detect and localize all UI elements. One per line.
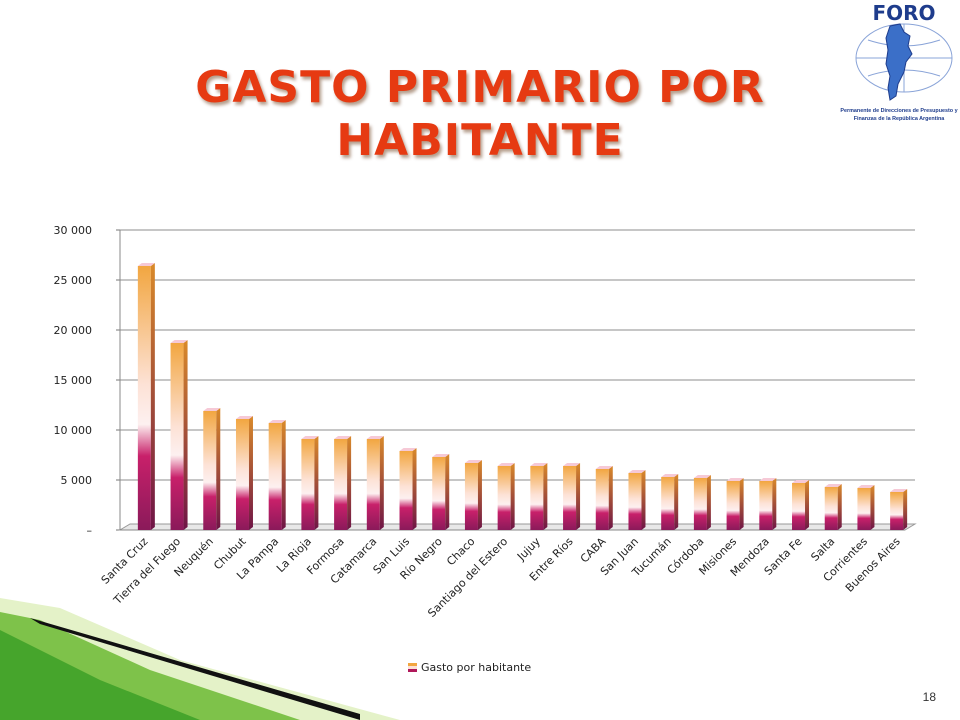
bar: [268, 420, 286, 530]
x-tick-label: Jujuy: [514, 535, 543, 564]
bar: [334, 436, 352, 530]
foro-logo: FORO Permanente de Direcciones de Presup…: [840, 1, 957, 122]
title-line-1: GASTO PRIMARIO POR: [195, 62, 765, 113]
bar: [759, 478, 777, 530]
bar: [137, 263, 155, 530]
y-tick-label: 25 000: [54, 274, 93, 287]
bar: [432, 454, 450, 530]
y-tick-labels: – 5 000 10 000 15 000 20 000 25 000 30 000: [54, 224, 93, 537]
x-tick-label: Salta: [808, 535, 837, 564]
bar: [595, 466, 613, 530]
logo-caption-2: Finanzas de la República Argentina: [854, 116, 946, 122]
axes: [116, 229, 917, 531]
title-line-2: HABITANTE: [336, 114, 624, 166]
bar: [235, 416, 253, 530]
y-tick-label: 20 000: [54, 324, 93, 337]
bar: [693, 475, 711, 530]
y-tick-label: 5 000: [61, 474, 93, 487]
corner-decoration: [0, 598, 400, 720]
bar: [628, 470, 646, 530]
logo-caption-1: Permanente de Direcciones de Presupuesto…: [840, 108, 957, 114]
logo-name: FORO: [872, 1, 935, 25]
legend-label: Gasto por habitante: [421, 661, 531, 674]
argentina-map-icon: [885, 23, 913, 101]
legend: Gasto por habitante: [408, 661, 531, 674]
bar: [726, 478, 744, 530]
y-tick-label: 30 000: [54, 224, 93, 237]
bar: [857, 485, 875, 530]
bar: [792, 480, 810, 530]
bar: [824, 484, 842, 530]
bar: [497, 463, 515, 530]
y-tick-label: 15 000: [54, 374, 93, 387]
legend-swatch: [408, 663, 417, 672]
x-tick-label: CABA: [578, 535, 609, 566]
bar: [890, 489, 908, 530]
bar: [301, 436, 319, 530]
bar: [661, 474, 679, 530]
y-tick-label: 10 000: [54, 424, 93, 437]
bar: [170, 340, 188, 530]
bar: [464, 460, 482, 530]
bar: [563, 463, 581, 530]
bar: [399, 448, 417, 530]
page-number: 18: [922, 690, 936, 704]
y-tick-label: –: [87, 524, 93, 537]
bar: [203, 408, 221, 530]
bar: [530, 463, 548, 530]
bars: [137, 263, 908, 530]
slide-title: GASTO PRIMARIO POR HABITANTE: [100, 62, 860, 168]
bar: [366, 436, 384, 530]
